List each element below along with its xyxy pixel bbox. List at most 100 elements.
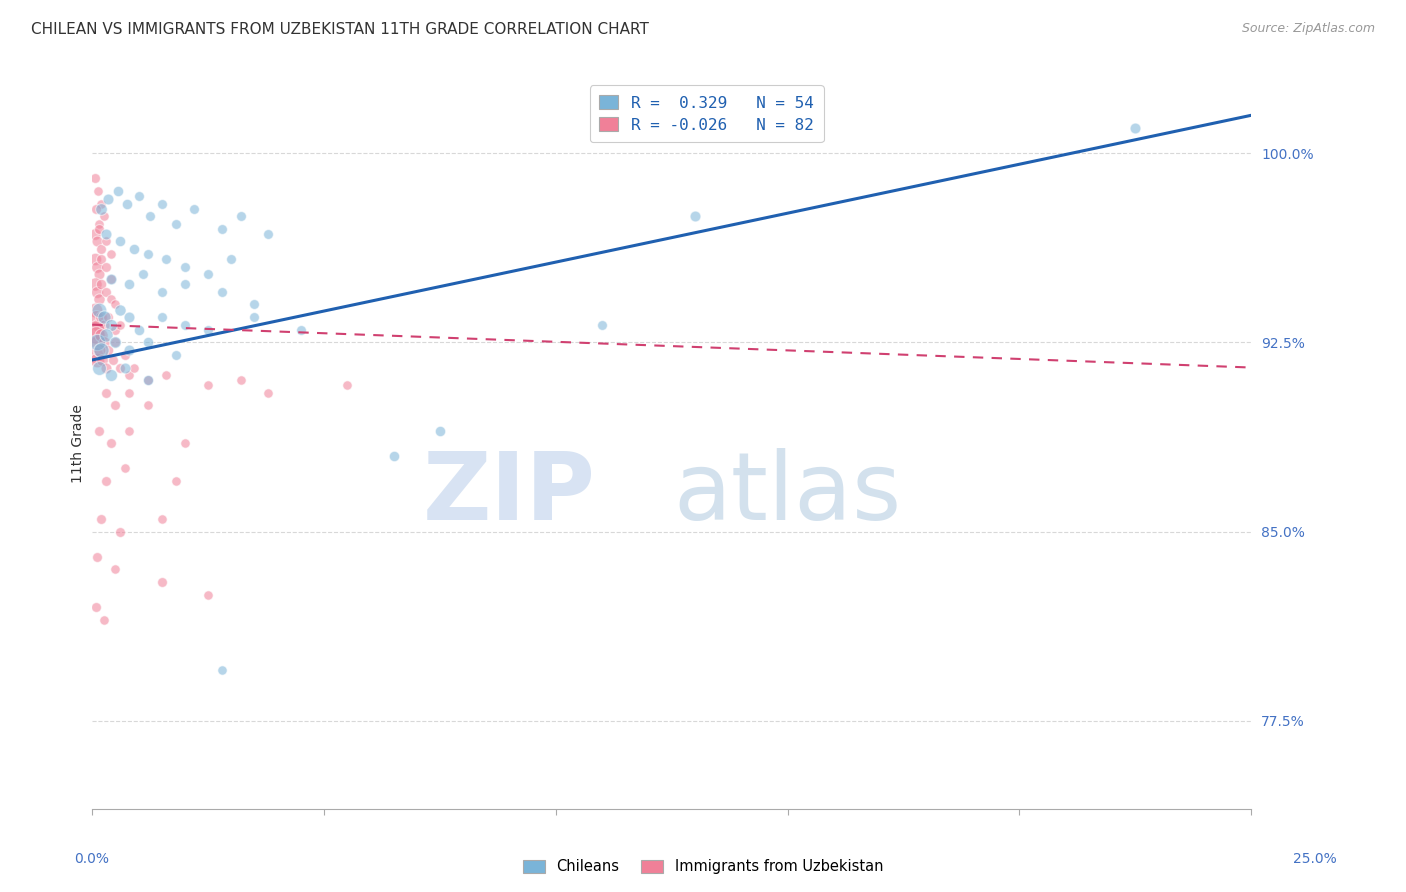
Point bbox=[591, 318, 613, 332]
Text: Source: ZipAtlas.com: Source: ZipAtlas.com bbox=[1241, 22, 1375, 36]
Point bbox=[101, 353, 124, 368]
Text: 25.0%: 25.0% bbox=[1292, 852, 1337, 866]
Point bbox=[84, 327, 107, 342]
Point bbox=[97, 310, 120, 324]
Point bbox=[136, 373, 159, 387]
Point bbox=[83, 227, 105, 241]
Point bbox=[118, 277, 141, 292]
Point bbox=[93, 209, 115, 223]
Point bbox=[94, 235, 117, 249]
Point bbox=[100, 272, 122, 286]
Point bbox=[114, 461, 136, 475]
Point bbox=[89, 360, 111, 375]
Point bbox=[150, 196, 173, 211]
Point bbox=[94, 385, 117, 400]
Legend: R =  0.329   N = 54, R = -0.026   N = 82: R = 0.329 N = 54, R = -0.026 N = 82 bbox=[589, 86, 824, 142]
Point bbox=[94, 285, 117, 299]
Point bbox=[87, 335, 110, 350]
Point bbox=[86, 335, 108, 350]
Point bbox=[183, 202, 205, 216]
Point bbox=[115, 196, 138, 211]
Point bbox=[89, 222, 111, 236]
Point bbox=[90, 202, 112, 216]
Point bbox=[89, 302, 111, 317]
Point bbox=[100, 272, 122, 286]
Point bbox=[122, 360, 145, 375]
Text: 0.0%: 0.0% bbox=[75, 852, 108, 866]
Point bbox=[89, 343, 111, 357]
Point bbox=[132, 267, 155, 281]
Point bbox=[83, 252, 105, 266]
Point bbox=[87, 318, 110, 332]
Point bbox=[243, 310, 266, 324]
Legend: Chileans, Immigrants from Uzbekistan: Chileans, Immigrants from Uzbekistan bbox=[517, 854, 889, 880]
Point bbox=[94, 260, 117, 274]
Point bbox=[90, 196, 112, 211]
Point bbox=[100, 368, 122, 383]
Point bbox=[100, 293, 122, 307]
Point bbox=[86, 549, 108, 564]
Point bbox=[94, 474, 117, 488]
Point bbox=[257, 385, 280, 400]
Point bbox=[86, 285, 108, 299]
Point bbox=[683, 209, 706, 223]
Point bbox=[90, 327, 112, 342]
Point bbox=[90, 310, 112, 324]
Point bbox=[83, 348, 105, 362]
Point bbox=[89, 424, 111, 438]
Point bbox=[90, 512, 112, 526]
Point bbox=[150, 574, 173, 589]
Point bbox=[136, 373, 159, 387]
Point bbox=[211, 663, 233, 677]
Point bbox=[197, 267, 219, 281]
Point bbox=[91, 353, 114, 368]
Point bbox=[114, 360, 136, 375]
Point bbox=[94, 360, 117, 375]
Point bbox=[174, 436, 197, 450]
Point bbox=[174, 277, 197, 292]
Point bbox=[104, 562, 127, 576]
Point bbox=[114, 348, 136, 362]
Point bbox=[90, 252, 112, 266]
Point bbox=[94, 327, 117, 342]
Point bbox=[382, 449, 405, 463]
Point bbox=[136, 335, 159, 350]
Point bbox=[150, 512, 173, 526]
Point bbox=[89, 217, 111, 231]
Point bbox=[86, 235, 108, 249]
Point bbox=[174, 260, 197, 274]
Point bbox=[118, 310, 141, 324]
Point bbox=[128, 189, 150, 203]
Point bbox=[100, 436, 122, 450]
Point bbox=[108, 235, 131, 249]
Point bbox=[83, 323, 105, 337]
Point bbox=[197, 378, 219, 392]
Point bbox=[108, 524, 131, 539]
Point bbox=[197, 323, 219, 337]
Point bbox=[100, 318, 122, 332]
Point bbox=[90, 242, 112, 256]
Point bbox=[93, 310, 115, 324]
Point bbox=[290, 323, 312, 337]
Point bbox=[93, 613, 115, 627]
Point bbox=[84, 202, 107, 216]
Point bbox=[84, 600, 107, 615]
Point bbox=[100, 247, 122, 261]
Point bbox=[150, 285, 173, 299]
Point bbox=[107, 184, 129, 198]
Point bbox=[122, 242, 145, 256]
Point bbox=[139, 209, 162, 223]
Point bbox=[155, 368, 177, 383]
Point bbox=[97, 192, 120, 206]
Point bbox=[150, 310, 173, 324]
Point bbox=[104, 323, 127, 337]
Point bbox=[197, 588, 219, 602]
Point bbox=[257, 227, 280, 241]
Point bbox=[93, 318, 115, 332]
Y-axis label: 11th Grade: 11th Grade bbox=[72, 404, 86, 483]
Point bbox=[243, 297, 266, 311]
Point bbox=[229, 373, 252, 387]
Point bbox=[165, 474, 187, 488]
Point bbox=[89, 267, 111, 281]
Point bbox=[336, 378, 359, 392]
